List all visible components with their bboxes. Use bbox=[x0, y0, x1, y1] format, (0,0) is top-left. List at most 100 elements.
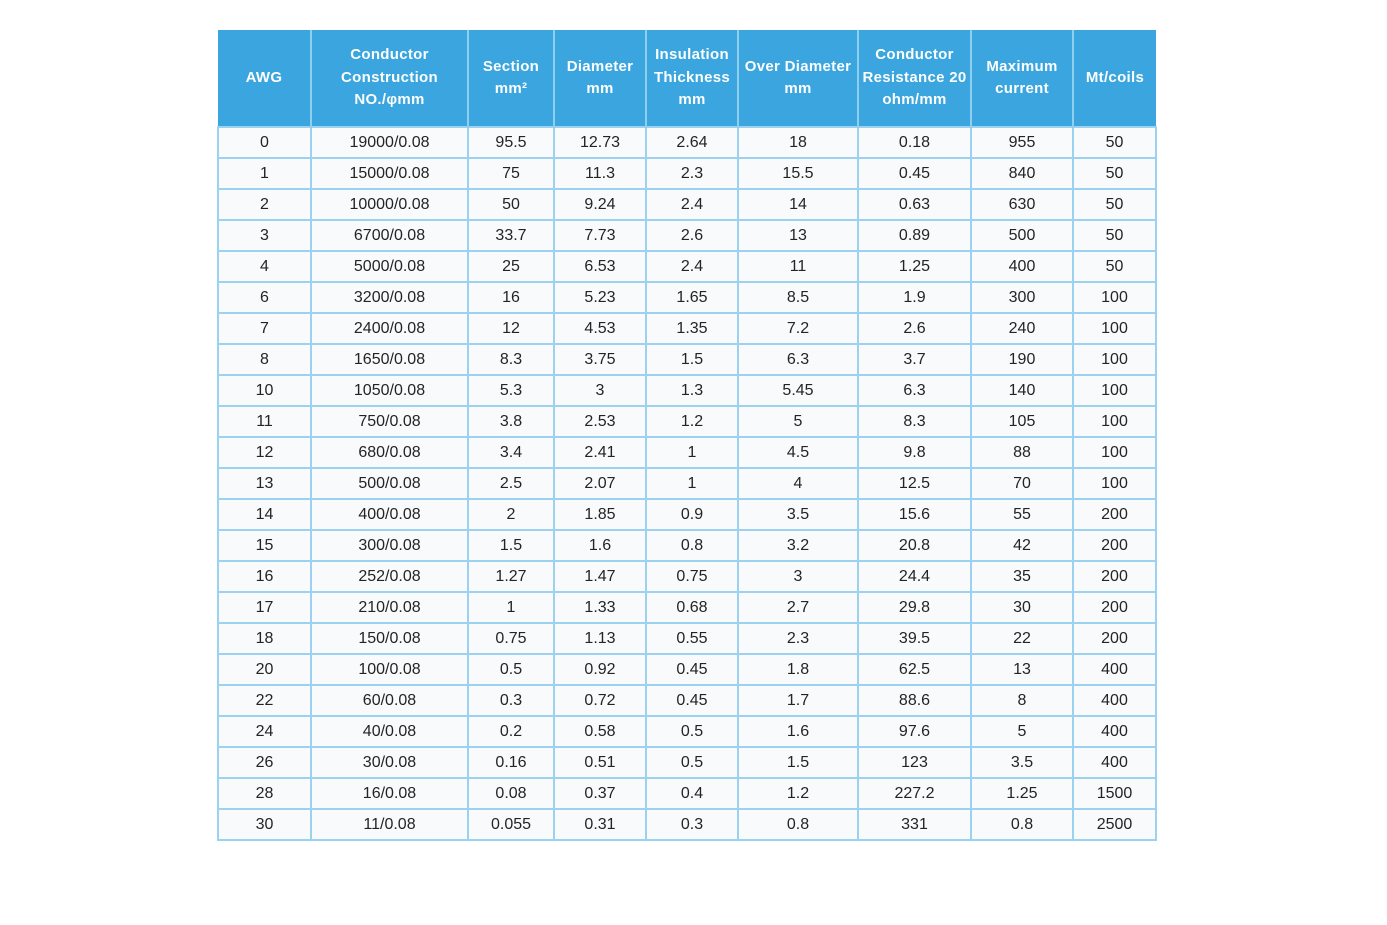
cell-maximum-current: 55 bbox=[970, 498, 1074, 531]
cell-mt-coils: 100 bbox=[1072, 436, 1157, 469]
cell-maximum-current: 22 bbox=[970, 622, 1074, 655]
cell-conductor-construction: 680/0.08 bbox=[310, 436, 469, 469]
column-header-section: Section mm² bbox=[468, 30, 555, 127]
cell-maximum-current: 3.5 bbox=[970, 746, 1074, 779]
cell-conductor-construction: 3200/0.08 bbox=[310, 281, 469, 314]
cell-diameter: 2.41 bbox=[553, 436, 647, 469]
cell-conductor-resistance: 29.8 bbox=[857, 591, 972, 624]
cell-diameter: 1.85 bbox=[553, 498, 647, 531]
column-header-insulation-thickness: Insulation Thickness mm bbox=[646, 30, 739, 127]
cell-over-diameter: 5.45 bbox=[737, 374, 859, 407]
awg-spec-table: AWG Conductor Construction NO./φmm Section… bbox=[217, 30, 1157, 841]
cell-conductor-resistance: 0.63 bbox=[857, 188, 972, 221]
cell-diameter: 1.6 bbox=[553, 529, 647, 562]
table-row: 30 11/0.08 0.055 0.31 0.3 0.8 331 0.8 2500 bbox=[217, 808, 1157, 841]
cell-over-diameter: 18 bbox=[737, 126, 859, 159]
cell-diameter: 2.53 bbox=[553, 405, 647, 438]
cell-section: 12 bbox=[467, 312, 555, 345]
table-header-row: AWG Conductor Construction NO./φmm Section… bbox=[218, 30, 1156, 127]
cell-maximum-current: 300 bbox=[970, 281, 1074, 314]
cell-insulation-thickness: 1.3 bbox=[645, 374, 739, 407]
column-header-over-diameter: Over Diameter mm bbox=[738, 30, 859, 127]
cell-section: 3.8 bbox=[467, 405, 555, 438]
cell-mt-coils: 50 bbox=[1072, 126, 1157, 159]
cell-maximum-current: 840 bbox=[970, 157, 1074, 190]
cell-section: 2.5 bbox=[467, 467, 555, 500]
cell-conductor-construction: 210/0.08 bbox=[310, 591, 469, 624]
cell-maximum-current: 5 bbox=[970, 715, 1074, 748]
cell-conductor-resistance: 6.3 bbox=[857, 374, 972, 407]
cell-conductor-resistance: 20.8 bbox=[857, 529, 972, 562]
cell-over-diameter: 4 bbox=[737, 467, 859, 500]
cell-mt-coils: 100 bbox=[1072, 312, 1157, 345]
cell-insulation-thickness: 1.35 bbox=[645, 312, 739, 345]
cell-over-diameter: 1.7 bbox=[737, 684, 859, 717]
cell-insulation-thickness: 0.45 bbox=[645, 653, 739, 686]
cell-maximum-current: 30 bbox=[970, 591, 1074, 624]
cell-diameter: 4.53 bbox=[553, 312, 647, 345]
cell-awg: 17 bbox=[217, 591, 312, 624]
cell-insulation-thickness: 0.55 bbox=[645, 622, 739, 655]
cell-diameter: 7.73 bbox=[553, 219, 647, 252]
cell-over-diameter: 1.8 bbox=[737, 653, 859, 686]
cell-over-diameter: 1.2 bbox=[737, 777, 859, 810]
cell-conductor-resistance: 8.3 bbox=[857, 405, 972, 438]
table-row: 20 100/0.08 0.5 0.92 0.45 1.8 62.5 13 400 bbox=[217, 653, 1157, 686]
cell-conductor-construction: 1650/0.08 bbox=[310, 343, 469, 376]
cell-conductor-resistance: 0.18 bbox=[857, 126, 972, 159]
cell-conductor-resistance: 0.89 bbox=[857, 219, 972, 252]
cell-mt-coils: 100 bbox=[1072, 374, 1157, 407]
cell-maximum-current: 955 bbox=[970, 126, 1074, 159]
cell-maximum-current: 240 bbox=[970, 312, 1074, 345]
table-row: 7 2400/0.08 12 4.53 1.35 7.2 2.6 240 100 bbox=[217, 312, 1157, 345]
table-row: 2 10000/0.08 50 9.24 2.4 14 0.63 630 50 bbox=[217, 188, 1157, 221]
cell-conductor-construction: 400/0.08 bbox=[310, 498, 469, 531]
cell-over-diameter: 2.7 bbox=[737, 591, 859, 624]
cell-insulation-thickness: 0.75 bbox=[645, 560, 739, 593]
cell-section: 0.055 bbox=[467, 808, 555, 841]
cell-awg: 8 bbox=[217, 343, 312, 376]
cell-section: 95.5 bbox=[467, 126, 555, 159]
cell-conductor-construction: 150/0.08 bbox=[310, 622, 469, 655]
cell-conductor-resistance: 331 bbox=[857, 808, 972, 841]
cell-insulation-thickness: 0.68 bbox=[645, 591, 739, 624]
cell-section: 2 bbox=[467, 498, 555, 531]
cell-maximum-current: 140 bbox=[970, 374, 1074, 407]
cell-over-diameter: 8.5 bbox=[737, 281, 859, 314]
cell-awg: 0 bbox=[217, 126, 312, 159]
cell-awg: 15 bbox=[217, 529, 312, 562]
table-row: 6 3200/0.08 16 5.23 1.65 8.5 1.9 300 100 bbox=[217, 281, 1157, 314]
cell-diameter: 1.47 bbox=[553, 560, 647, 593]
cell-over-diameter: 2.3 bbox=[737, 622, 859, 655]
cell-awg: 14 bbox=[217, 498, 312, 531]
cell-section: 0.08 bbox=[467, 777, 555, 810]
cell-maximum-current: 190 bbox=[970, 343, 1074, 376]
cell-diameter: 0.58 bbox=[553, 715, 647, 748]
awg-spec-table-container: AWG Conductor Construction NO./φmm Section… bbox=[217, 30, 1157, 841]
cell-mt-coils: 200 bbox=[1072, 622, 1157, 655]
cell-over-diameter: 1.6 bbox=[737, 715, 859, 748]
cell-section: 0.3 bbox=[467, 684, 555, 717]
cell-mt-coils: 2500 bbox=[1072, 808, 1157, 841]
cell-section: 8.3 bbox=[467, 343, 555, 376]
cell-conductor-construction: 60/0.08 bbox=[310, 684, 469, 717]
table-row: 16 252/0.08 1.27 1.47 0.75 3 24.4 35 200 bbox=[217, 560, 1157, 593]
column-header-awg: AWG bbox=[218, 30, 312, 127]
table-row: 22 60/0.08 0.3 0.72 0.45 1.7 88.6 8 400 bbox=[217, 684, 1157, 717]
cell-over-diameter: 3 bbox=[737, 560, 859, 593]
cell-conductor-resistance: 1.9 bbox=[857, 281, 972, 314]
cell-mt-coils: 200 bbox=[1072, 529, 1157, 562]
cell-awg: 11 bbox=[217, 405, 312, 438]
cell-insulation-thickness: 2.4 bbox=[645, 188, 739, 221]
cell-section: 16 bbox=[467, 281, 555, 314]
cell-over-diameter: 15.5 bbox=[737, 157, 859, 190]
cell-awg: 20 bbox=[217, 653, 312, 686]
cell-conductor-resistance: 39.5 bbox=[857, 622, 972, 655]
cell-conductor-construction: 1050/0.08 bbox=[310, 374, 469, 407]
cell-maximum-current: 8 bbox=[970, 684, 1074, 717]
cell-over-diameter: 13 bbox=[737, 219, 859, 252]
cell-awg: 1 bbox=[217, 157, 312, 190]
cell-conductor-resistance: 3.7 bbox=[857, 343, 972, 376]
cell-section: 1.5 bbox=[467, 529, 555, 562]
cell-diameter: 0.37 bbox=[553, 777, 647, 810]
